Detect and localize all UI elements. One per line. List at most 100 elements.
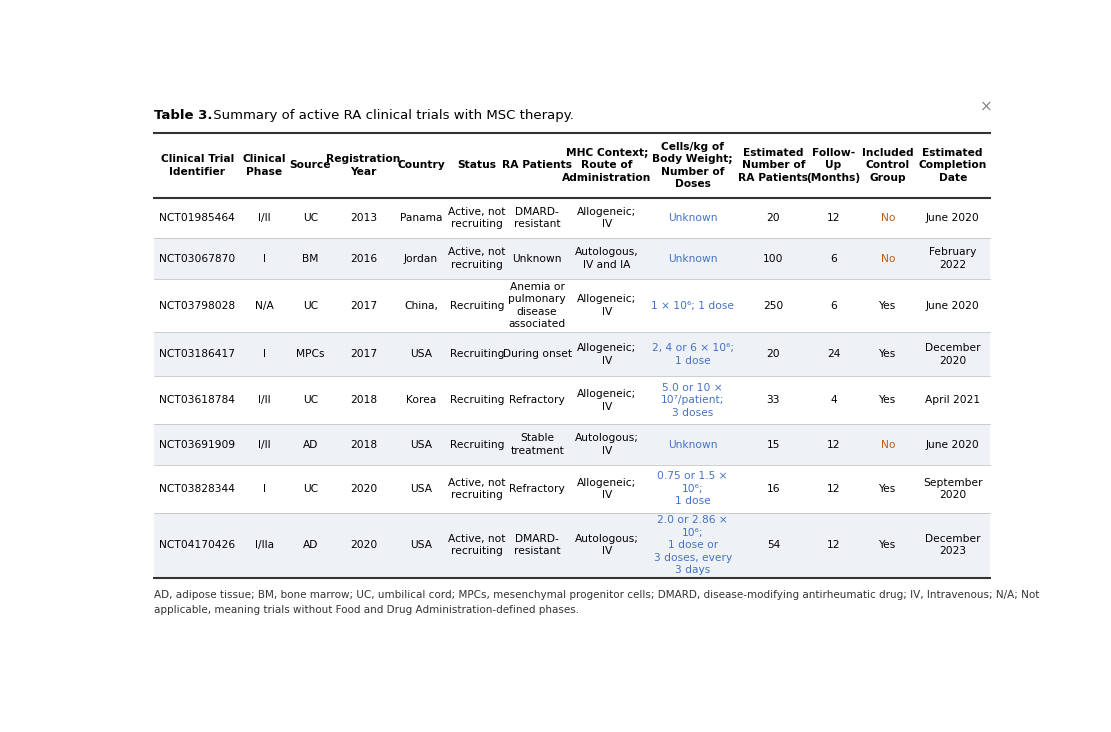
Bar xyxy=(154,279,990,332)
Text: MPCs: MPCs xyxy=(297,349,324,359)
Text: Autologous;
IV: Autologous; IV xyxy=(574,433,639,456)
Text: 2016: 2016 xyxy=(350,253,377,264)
Text: 12: 12 xyxy=(827,213,840,223)
Text: 2013: 2013 xyxy=(350,213,377,223)
Text: USA: USA xyxy=(410,540,432,550)
Text: 15: 15 xyxy=(767,440,780,449)
Text: Recruiting: Recruiting xyxy=(450,301,504,310)
Text: Allogeneic;
IV: Allogeneic; IV xyxy=(577,389,637,411)
Text: I/II: I/II xyxy=(258,213,270,223)
Text: Clinical
Phase: Clinical Phase xyxy=(242,154,286,176)
Text: 0.75 or 1.5 ×
10⁶;
1 dose: 0.75 or 1.5 × 10⁶; 1 dose xyxy=(658,471,728,507)
Text: NCT04170426: NCT04170426 xyxy=(159,540,236,550)
Text: 1 × 10⁶; 1 dose: 1 × 10⁶; 1 dose xyxy=(651,301,734,310)
Text: Allogeneic;
IV: Allogeneic; IV xyxy=(577,478,637,500)
Text: 2017: 2017 xyxy=(350,301,377,310)
Text: 6: 6 xyxy=(830,253,837,264)
Text: Unknown: Unknown xyxy=(668,440,718,449)
Text: Recruiting: Recruiting xyxy=(450,440,504,449)
Text: Yes: Yes xyxy=(880,540,897,550)
Text: Table 3.: Table 3. xyxy=(154,109,213,122)
Bar xyxy=(154,376,990,425)
Text: Stable
treatment: Stable treatment xyxy=(510,433,564,456)
Text: Follow-
Up
(Months): Follow- Up (Months) xyxy=(807,148,861,183)
Text: 2, 4 or 6 × 10⁶;
1 dose: 2, 4 or 6 × 10⁶; 1 dose xyxy=(652,343,733,366)
Text: Active, not
recruiting: Active, not recruiting xyxy=(448,207,506,229)
Text: June 2020: June 2020 xyxy=(925,213,980,223)
Text: 2018: 2018 xyxy=(350,395,377,406)
Text: Yes: Yes xyxy=(880,349,897,359)
Text: 2017: 2017 xyxy=(350,349,377,359)
Text: DMARD-
resistant: DMARD- resistant xyxy=(514,207,560,229)
Text: N/A: N/A xyxy=(254,301,273,310)
Bar xyxy=(154,465,990,513)
Text: 12: 12 xyxy=(827,484,840,494)
Text: 16: 16 xyxy=(767,484,780,494)
Text: Unknown: Unknown xyxy=(668,253,718,264)
Text: 2.0 or 2.86 ×
10⁶;
1 dose or
3 doses, every
3 days: 2.0 or 2.86 × 10⁶; 1 dose or 3 doses, ev… xyxy=(653,515,732,575)
Text: Allogeneic;
IV: Allogeneic; IV xyxy=(577,207,637,229)
Text: AD: AD xyxy=(302,440,318,449)
Text: During onset: During onset xyxy=(502,349,572,359)
Text: 33: 33 xyxy=(767,395,780,406)
Text: Country: Country xyxy=(397,160,444,171)
Text: Cells/kg of
Body Weight;
Number of
Doses: Cells/kg of Body Weight; Number of Doses xyxy=(652,142,733,189)
Text: Estimated
Number of
RA Patients: Estimated Number of RA Patients xyxy=(739,148,809,183)
Text: Clinical Trial
Identifier: Clinical Trial Identifier xyxy=(161,154,234,176)
Text: AD: AD xyxy=(302,540,318,550)
Text: February
2022: February 2022 xyxy=(929,247,977,270)
Text: Allogeneic;
IV: Allogeneic; IV xyxy=(577,343,637,366)
Text: Source: Source xyxy=(290,160,331,171)
Text: No: No xyxy=(881,253,895,264)
Text: China,: China, xyxy=(404,301,438,310)
Text: Jordan: Jordan xyxy=(403,253,438,264)
Text: Autologous;
IV: Autologous; IV xyxy=(574,534,639,556)
Text: Refractory: Refractory xyxy=(509,395,565,406)
Text: 2020: 2020 xyxy=(350,484,378,494)
Text: December
2020: December 2020 xyxy=(925,343,981,366)
Text: NCT03828344: NCT03828344 xyxy=(159,484,236,494)
Text: I: I xyxy=(262,349,266,359)
Text: UC: UC xyxy=(303,213,318,223)
Text: Anemia or
pulmonary
disease
associated: Anemia or pulmonary disease associated xyxy=(509,282,565,329)
Text: Yes: Yes xyxy=(880,301,897,310)
Text: USA: USA xyxy=(410,349,432,359)
Bar xyxy=(154,425,990,465)
Text: USA: USA xyxy=(410,484,432,494)
Text: Included
Control
Group: Included Control Group xyxy=(862,148,914,183)
Text: April 2021: April 2021 xyxy=(925,395,980,406)
Text: 54: 54 xyxy=(767,540,780,550)
Text: Active, not
recruiting: Active, not recruiting xyxy=(448,534,506,556)
Text: Estimated
Completion
Date: Estimated Completion Date xyxy=(919,148,987,183)
Text: 4: 4 xyxy=(830,395,837,406)
Text: ×: × xyxy=(980,99,993,114)
Text: I: I xyxy=(262,253,266,264)
Text: NCT03186417: NCT03186417 xyxy=(159,349,236,359)
Text: Refractory: Refractory xyxy=(509,484,565,494)
Text: I: I xyxy=(262,484,266,494)
Text: Yes: Yes xyxy=(880,484,897,494)
Text: June 2020: June 2020 xyxy=(925,301,980,310)
Text: I/II: I/II xyxy=(258,440,270,449)
Bar xyxy=(154,198,990,239)
Text: No: No xyxy=(881,213,895,223)
Text: Korea: Korea xyxy=(406,395,437,406)
Text: UC: UC xyxy=(303,395,318,406)
Text: AD, adipose tissue; BM, bone marrow; UC, umbilical cord; MPCs, mesenchymal proge: AD, adipose tissue; BM, bone marrow; UC,… xyxy=(154,590,1040,615)
Bar xyxy=(154,133,990,198)
Text: 12: 12 xyxy=(827,440,840,449)
Bar xyxy=(154,332,990,376)
Text: Registration
Year: Registration Year xyxy=(327,154,401,176)
Text: Recruiting: Recruiting xyxy=(450,349,504,359)
Text: Panama: Panama xyxy=(400,213,442,223)
Text: UC: UC xyxy=(303,301,318,310)
Text: 100: 100 xyxy=(763,253,783,264)
Text: Allogeneic;
IV: Allogeneic; IV xyxy=(577,294,637,317)
Text: Summary of active RA clinical trials with MSC therapy.: Summary of active RA clinical trials wit… xyxy=(209,109,573,122)
Text: Active, not
recruiting: Active, not recruiting xyxy=(448,247,506,270)
Text: December
2023: December 2023 xyxy=(925,534,981,556)
Text: No: No xyxy=(881,440,895,449)
Text: MHC Context;
Route of
Administration: MHC Context; Route of Administration xyxy=(562,148,651,183)
Text: USA: USA xyxy=(410,440,432,449)
Text: Status: Status xyxy=(458,160,497,171)
